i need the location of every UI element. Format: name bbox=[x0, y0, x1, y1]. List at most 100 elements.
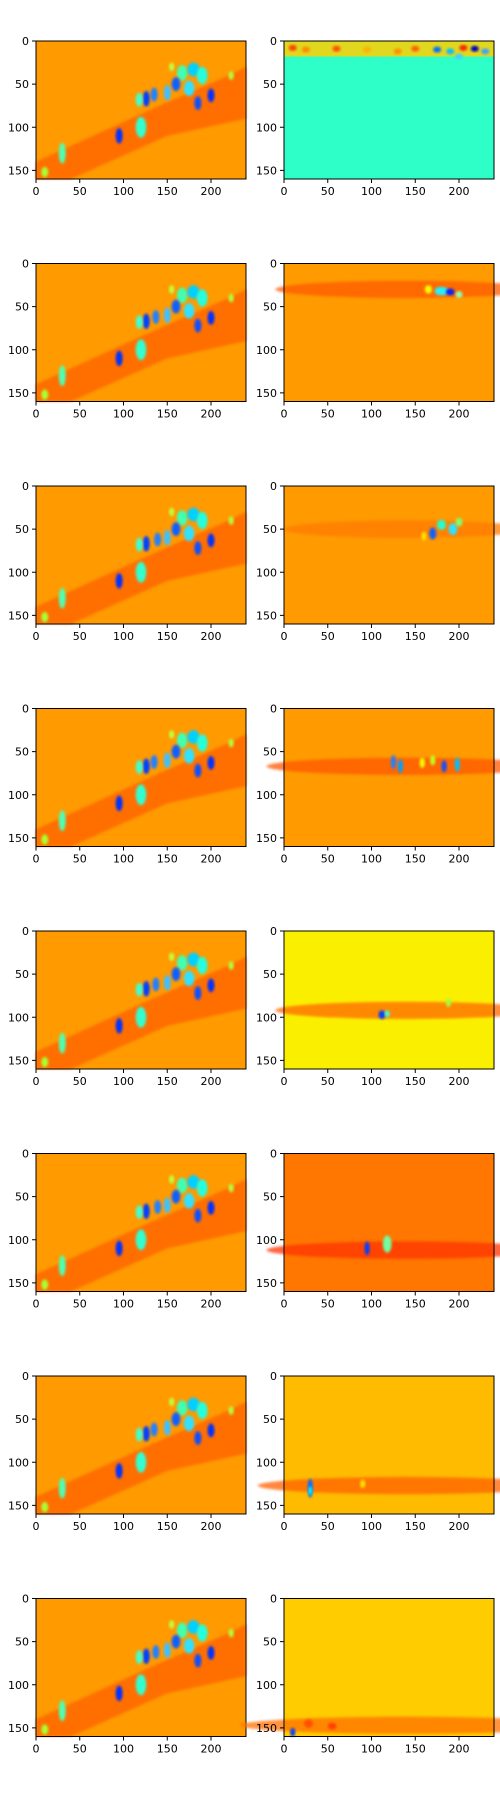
heatmap-blob bbox=[194, 1209, 201, 1223]
heatmap-blob bbox=[197, 289, 208, 306]
y-tick-label: 0 bbox=[22, 1370, 29, 1383]
x-tick-label: 100 bbox=[113, 185, 134, 198]
heatmap-blob bbox=[456, 518, 463, 527]
heatmap-blob bbox=[151, 1423, 158, 1437]
heatmap-blob bbox=[143, 1204, 150, 1220]
y-tick-label: 50 bbox=[263, 1191, 277, 1204]
heatmap-blob bbox=[169, 508, 174, 517]
heatmap-band bbox=[240, 1717, 500, 1734]
heatmap-blob bbox=[184, 748, 195, 764]
heatmap-blob bbox=[136, 1007, 147, 1028]
x-tick-label: 0 bbox=[281, 853, 288, 866]
x-tick-label: 50 bbox=[321, 1298, 335, 1311]
x-tick-label: 50 bbox=[73, 1075, 87, 1088]
y-tick-label: 50 bbox=[15, 523, 29, 536]
y-tick-label: 150 bbox=[256, 1722, 277, 1735]
heatmap-blob bbox=[172, 745, 181, 759]
heatmap-blob bbox=[229, 516, 234, 525]
heatmap-blob bbox=[169, 285, 174, 294]
y-tick-label: 150 bbox=[8, 1499, 29, 1512]
x-tick-label: 50 bbox=[321, 1075, 335, 1088]
heatmap-blob bbox=[143, 536, 150, 552]
heatmap-blob bbox=[194, 541, 201, 555]
x-tick-label: 150 bbox=[157, 853, 178, 866]
heatmap-blob bbox=[194, 986, 201, 1000]
heatmap-blob bbox=[177, 1178, 188, 1194]
heatmap-blob bbox=[385, 1010, 390, 1017]
y-tick-label: 0 bbox=[22, 1148, 29, 1161]
x-tick-label: 0 bbox=[33, 1743, 40, 1756]
heatmap-background bbox=[284, 931, 494, 1069]
heatmap-blob bbox=[194, 1654, 201, 1668]
y-tick-label: 150 bbox=[8, 1277, 29, 1290]
x-tick-label: 100 bbox=[361, 408, 382, 421]
heatmap-blob bbox=[197, 1624, 208, 1641]
x-tick-label: 0 bbox=[33, 1075, 40, 1088]
heatmap-blob bbox=[208, 533, 215, 547]
heatmap-blob bbox=[152, 978, 159, 992]
x-tick-label: 100 bbox=[361, 630, 382, 643]
heatmap-blob bbox=[41, 612, 48, 622]
x-tick-label: 100 bbox=[361, 1298, 382, 1311]
heatmap-blob bbox=[136, 1674, 147, 1695]
heatmap-blob bbox=[143, 1426, 150, 1442]
x-tick-label: 200 bbox=[449, 1520, 470, 1533]
heatmap-blob bbox=[456, 291, 463, 298]
y-tick-label: 50 bbox=[263, 301, 277, 314]
y-tick-label: 100 bbox=[256, 344, 277, 357]
heatmap-blob bbox=[309, 1486, 313, 1495]
heatmap-blob bbox=[136, 1229, 147, 1250]
heatmap-blob bbox=[151, 88, 158, 102]
heatmap-blob bbox=[116, 351, 123, 367]
x-tick-label: 150 bbox=[157, 1743, 178, 1756]
x-tick-label: 0 bbox=[281, 1520, 288, 1533]
y-tick-label: 50 bbox=[15, 301, 29, 314]
heatmap-blob bbox=[208, 1423, 215, 1437]
y-tick-label: 0 bbox=[270, 703, 277, 716]
y-tick-label: 100 bbox=[8, 789, 29, 802]
heatmap-blob bbox=[184, 1416, 195, 1432]
y-tick-label: 100 bbox=[8, 1456, 29, 1469]
heatmap-blob bbox=[197, 512, 208, 529]
heatmap-blob bbox=[449, 523, 458, 535]
heatmap-blob bbox=[229, 1184, 234, 1193]
heatmap-blob bbox=[197, 67, 208, 84]
heatmap-blob bbox=[383, 1235, 392, 1252]
heatmap-background bbox=[284, 41, 494, 179]
heatmap-blob bbox=[164, 530, 171, 546]
heatmap-blob bbox=[304, 1719, 313, 1728]
heatmap-blob bbox=[169, 1398, 174, 1407]
heatmap-blob bbox=[41, 389, 48, 399]
y-tick-label: 150 bbox=[256, 1054, 277, 1067]
x-tick-label: 200 bbox=[449, 630, 470, 643]
y-tick-label: 0 bbox=[22, 35, 29, 48]
y-tick-label: 150 bbox=[256, 609, 277, 622]
y-tick-label: 50 bbox=[263, 968, 277, 981]
x-tick-label: 200 bbox=[201, 408, 222, 421]
heatmap-blob bbox=[169, 730, 174, 739]
x-tick-label: 0 bbox=[281, 1743, 288, 1756]
heatmap-blob bbox=[136, 1650, 143, 1664]
y-tick-label: 150 bbox=[256, 1277, 277, 1290]
x-tick-label: 0 bbox=[33, 408, 40, 421]
x-tick-label: 200 bbox=[449, 185, 470, 198]
heatmap-blob bbox=[59, 1478, 66, 1499]
y-tick-label: 0 bbox=[270, 480, 277, 493]
y-tick-label: 50 bbox=[263, 523, 277, 536]
heatmap-blob bbox=[208, 756, 215, 770]
heatmap-blob bbox=[164, 85, 171, 101]
x-tick-label: 200 bbox=[449, 1298, 470, 1311]
x-tick-label: 50 bbox=[73, 630, 87, 643]
heatmap-blob bbox=[411, 46, 419, 52]
heatmap-blob bbox=[421, 532, 426, 541]
heatmap-blob bbox=[442, 760, 447, 772]
heatmap-blob bbox=[41, 1279, 48, 1289]
y-tick-label: 150 bbox=[8, 1722, 29, 1735]
x-tick-label: 200 bbox=[449, 408, 470, 421]
heatmap-blob bbox=[194, 96, 201, 110]
heatmap-blob bbox=[446, 48, 454, 54]
